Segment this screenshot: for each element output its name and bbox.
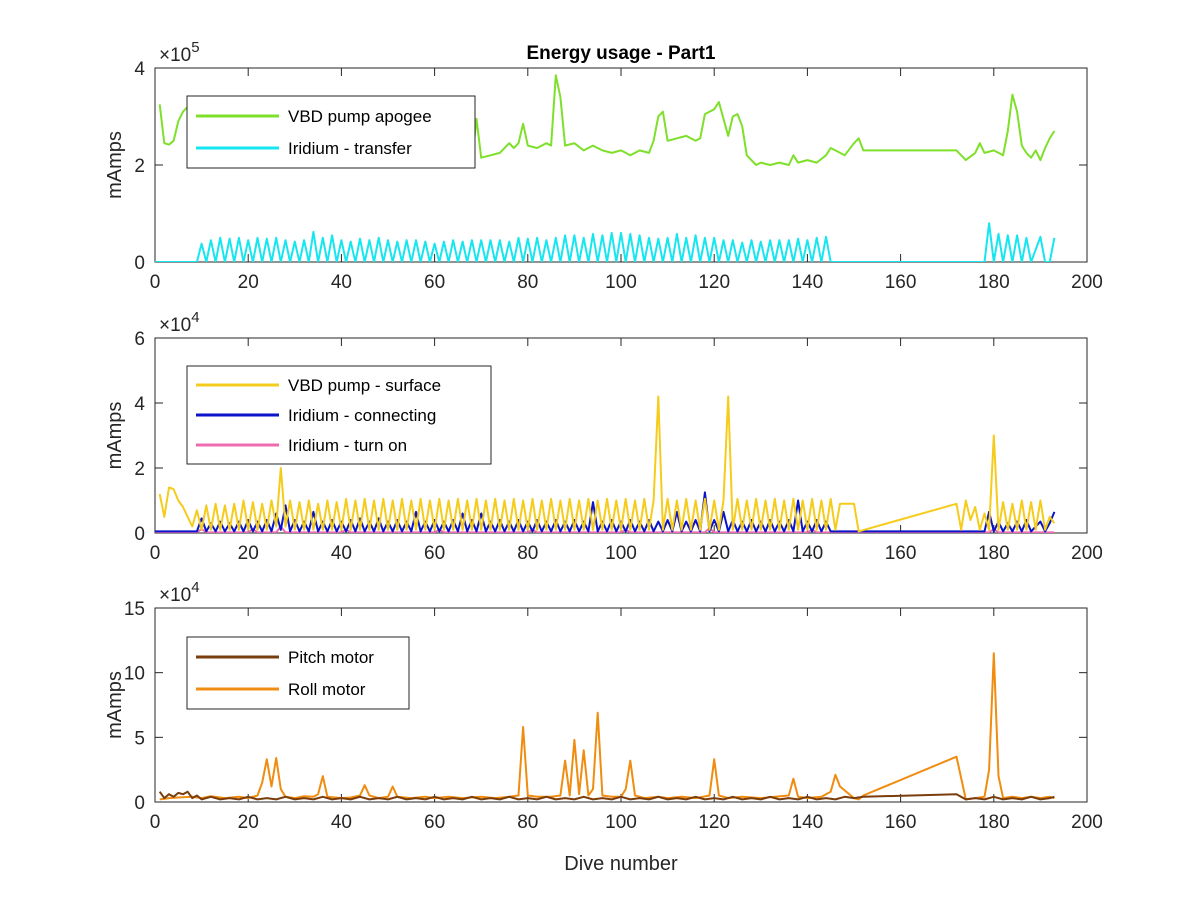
x-tick-label: 80	[517, 812, 538, 833]
x-tick-label: 20	[238, 272, 259, 293]
x-tick-label: 60	[424, 272, 445, 293]
legend: VBD pump - surface Iridium - connecting Ir…	[186, 365, 492, 465]
x-tick-label: 100	[605, 272, 637, 293]
y-tick-label: 0	[134, 793, 145, 814]
y-axis-label: mAmps	[104, 402, 126, 470]
x-tick-label: 200	[1071, 812, 1103, 833]
y-tick-label: 0	[134, 524, 145, 545]
x-tick-label: 60	[424, 543, 445, 564]
y-tick-label: 2	[134, 459, 145, 480]
x-tick-label: 160	[885, 543, 917, 564]
x-tick-label: 140	[792, 543, 824, 564]
legend-box	[186, 636, 410, 710]
x-tick-label: 100	[605, 812, 637, 833]
x-tick-label: 140	[792, 272, 824, 293]
x-tick-label: 20	[238, 812, 259, 833]
legend-label: VBD pump apogee	[288, 107, 432, 126]
x-tick-label: 140	[792, 812, 824, 833]
x-tick-label: 80	[517, 272, 538, 293]
y-tick-label: 5	[134, 728, 145, 749]
legend: VBD pump apogee Iridium - transfer	[186, 95, 476, 169]
y-axis-label: mAmps	[104, 671, 126, 739]
y-tick-label: 10	[124, 664, 145, 685]
x-axis-label: Dive number	[564, 853, 678, 875]
x-tick-label: 120	[698, 272, 730, 293]
y-tick-label: 4	[134, 59, 145, 80]
x-tick-label: 100	[605, 543, 637, 564]
exponent-power: 4	[191, 579, 199, 596]
exponent-base: ×10	[159, 45, 191, 66]
legend-label: Roll motor	[288, 680, 366, 699]
x-tick-label: 120	[698, 543, 730, 564]
x-tick-label: 0	[150, 543, 161, 564]
series-group	[158, 652, 1055, 801]
y-tick-label: 0	[134, 253, 145, 274]
exponent-power: 5	[191, 39, 199, 56]
x-tick-label: 0	[150, 272, 161, 293]
x-tick-label: 200	[1071, 543, 1103, 564]
x-tick-label: 120	[698, 812, 730, 833]
legend-label: VBD pump - surface	[288, 376, 441, 395]
y-exponent-label: ×104	[159, 309, 200, 336]
subplot-1: 0 20 40 60 80 100 120 140 160 180 200 0 2 4 ×105 mAmps E…	[104, 39, 1103, 293]
y-tick-label: 15	[124, 599, 145, 620]
legend-box	[186, 95, 476, 169]
y-exponent-label: ×104	[159, 579, 200, 606]
legend-label: Pitch motor	[288, 648, 374, 667]
chart-title: Energy usage - Part1	[526, 43, 715, 64]
x-tick-label: 20	[238, 543, 259, 564]
x-tick-label: 180	[978, 812, 1010, 833]
x-tick-label: 200	[1071, 272, 1103, 293]
y-axis-label: mAmps	[104, 131, 126, 199]
exponent-base: ×10	[159, 315, 191, 336]
y-tick-label: 2	[134, 156, 145, 177]
series-group	[155, 395, 1056, 533]
series-line-pitch-motor	[158, 790, 1055, 801]
x-tick-label: 180	[978, 543, 1010, 564]
series-line-iridium-connecting	[155, 491, 1056, 533]
subplots: 0 20 40 60 80 100 120 140 160 180 200024×105mAmpsE…	[104, 39, 1103, 875]
x-tick-label: 160	[885, 272, 917, 293]
x-tick-label: 160	[885, 812, 917, 833]
x-tick-label: 40	[331, 812, 352, 833]
legend-label: Iridium - connecting	[288, 406, 436, 425]
legend-label: Iridium - turn on	[288, 436, 407, 455]
x-tick-label: 0	[150, 812, 161, 833]
subplot-2: 0 20 40 60 80 100 120 140 160 180 2000246×104mAmps…	[104, 309, 1103, 564]
exponent-power: 4	[191, 309, 199, 326]
x-tick-label: 40	[331, 543, 352, 564]
legend: Pitch motor Roll motor	[186, 636, 410, 710]
x-tick-label: 60	[424, 812, 445, 833]
y-tick-label: 4	[134, 394, 145, 415]
x-tick-label: 180	[978, 272, 1010, 293]
subplot-3: 0 20 40 60 80 100 120 140 160 180 200 0 5 10 15 ×104 mAm…	[104, 579, 1103, 875]
exponent-base: ×10	[159, 585, 191, 606]
x-tick-label: 40	[331, 272, 352, 293]
legend-label: Iridium - transfer	[288, 139, 412, 158]
x-tick-label: 80	[517, 543, 538, 564]
y-exponent-label: ×105	[159, 39, 200, 66]
series-line-vbd-pump-surface	[158, 395, 1056, 533]
series-line-iridium-transfer	[155, 222, 1056, 262]
y-tick-label: 6	[134, 329, 145, 350]
